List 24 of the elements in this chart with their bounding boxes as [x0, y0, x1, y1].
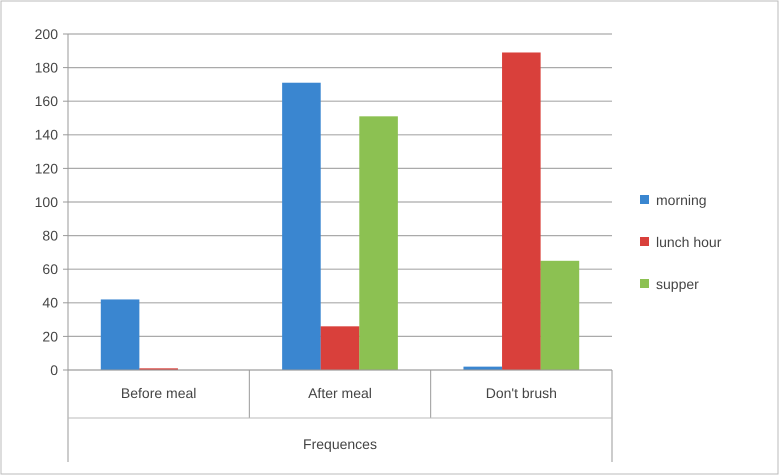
legend-label: supper — [656, 276, 700, 292]
x-tick-label: Don't brush — [486, 385, 557, 401]
x-axis-title: Frequences — [303, 436, 377, 452]
y-tick-label: 160 — [34, 93, 58, 110]
bar — [282, 82, 321, 370]
bar — [320, 326, 360, 370]
y-tick-label: 200 — [34, 26, 58, 42]
bar — [359, 116, 398, 370]
y-tick-label: 120 — [34, 160, 58, 176]
y-tick-label: 20 — [42, 328, 58, 344]
bar — [502, 52, 541, 370]
y-tick-label: 40 — [42, 294, 58, 311]
bar — [100, 299, 140, 370]
y-tick-label: 140 — [34, 126, 58, 143]
y-tick-label: 100 — [34, 194, 58, 210]
y-tick-label: 60 — [42, 261, 58, 278]
y-tick-label: 80 — [42, 228, 58, 244]
legend-label: lunch hour — [656, 234, 722, 250]
legend-label: morning — [656, 192, 707, 208]
x-tick-label: After meal — [308, 385, 372, 401]
x-tick-label: Before meal — [120, 385, 196, 401]
y-tick-label: 180 — [34, 60, 58, 76]
bar — [540, 260, 580, 370]
y-tick-label: 0 — [50, 362, 58, 378]
